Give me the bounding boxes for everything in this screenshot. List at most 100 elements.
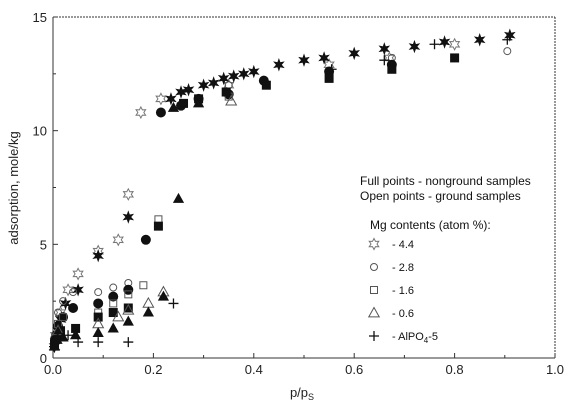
circle-point-filled [108, 291, 119, 302]
square-point-filled [153, 221, 163, 231]
plus-point-open [53, 332, 64, 343]
circle-point-filled [155, 107, 166, 118]
plus-point-open [50, 334, 61, 345]
y-axis-title: adsorption, mole/kg [6, 131, 21, 244]
circle-point-open [69, 288, 78, 297]
star-point-filled [92, 248, 104, 263]
legend-title: Mg contents (atom %): [370, 218, 491, 232]
square-point-filled [450, 53, 460, 63]
legend-square-marker [370, 286, 378, 294]
legend-circle-marker [370, 263, 378, 271]
star-point-filled [217, 71, 230, 86]
circle-point-open [503, 47, 512, 56]
star-point-filled [273, 58, 285, 72]
legend-label-text: - 4.4 [392, 239, 414, 251]
star-point-open [155, 92, 167, 106]
triangle-point-filled [107, 322, 119, 333]
square-point-filled [179, 98, 189, 108]
legend-label: - 4.4 [392, 239, 414, 251]
legend-label-text: - 1.6 [392, 285, 414, 297]
y-tick-label: 15 [33, 10, 47, 25]
circle-point-open [94, 288, 103, 297]
legend-label: - 2.8 [392, 262, 414, 274]
star-point-open [62, 283, 74, 297]
star-point-filled [473, 33, 486, 47]
x-axis-title: p/pS [290, 385, 314, 402]
star-point-open [448, 37, 461, 51]
square-point-open [124, 290, 133, 299]
plus-point-open [123, 337, 134, 348]
legend-label: - 1.6 [392, 285, 414, 297]
legend-label-suffix: -5 [428, 331, 438, 343]
x-axis-title-subscript: S [308, 392, 314, 402]
circle-point-filled [93, 298, 104, 309]
star-point-filled [378, 42, 391, 56]
legend-label: - 0.6 [392, 308, 414, 320]
plus-point-open [73, 337, 84, 348]
axis-ticks: 0.0 0.2 0.4 0.6 0.8 1.0 0 5 10 15 [33, 10, 565, 377]
triangle-point-open [225, 94, 238, 106]
circle-point-open [59, 297, 68, 306]
legend-label-text: - 2.8 [392, 262, 414, 274]
plus-point-open [168, 298, 179, 309]
plus-point-open [502, 34, 513, 45]
star-point-filled [504, 28, 516, 42]
y-tick-label: 10 [33, 124, 47, 139]
x-axis-title-main: p/p [290, 385, 308, 400]
star-point-filled [182, 83, 195, 97]
star-point-open [122, 187, 135, 201]
star-point-filled [318, 51, 330, 65]
legend-label-text: - 0.6 [392, 308, 414, 320]
star-point-filled [197, 78, 210, 92]
star-point-filled [438, 35, 451, 49]
legend-label-subscript: 4 [424, 336, 429, 345]
star-point-filled [165, 92, 177, 106]
circle-point-filled [123, 284, 134, 295]
circle-point-open [109, 283, 118, 292]
x-tick-label: 0.0 [44, 362, 62, 377]
x-tick-label: 0.8 [446, 362, 464, 377]
triangle-point-open [112, 310, 125, 322]
y-axis-title-text: adsorption, mole/kg [6, 131, 21, 244]
plus-point-open [379, 55, 390, 66]
plus-point-open [429, 39, 440, 50]
square-point-open [109, 299, 118, 308]
star-point-filled [207, 76, 220, 90]
triangle-point-filled [142, 306, 154, 317]
legend-label: - AlPO4-5 [392, 331, 438, 345]
note-full-points: Full points - nonground samples [360, 174, 531, 188]
x-tick-label: 0.4 [245, 362, 263, 377]
triangle-point-filled [122, 315, 134, 326]
legend: - 4.4 - 2.8 - 1.6 - 0.6 - AlPO4-5 [367, 237, 438, 345]
square-point-filled [221, 87, 231, 97]
square-point-filled [324, 73, 334, 83]
triangle-point-filled [192, 97, 205, 108]
star-point-open [112, 233, 124, 247]
star-point-open [72, 267, 84, 281]
square-point-filled [387, 64, 397, 74]
triangle-point-filled [157, 290, 170, 301]
circle-point-filled [140, 234, 151, 245]
triangle-point-filled [57, 331, 69, 342]
star-point-filled [227, 69, 240, 83]
triangle-point-filled [172, 192, 185, 203]
square-point-open [139, 281, 148, 290]
square-point-open [59, 313, 68, 322]
star-point-filled [72, 283, 84, 297]
x-tick-label: 0.2 [144, 362, 162, 377]
note-open-points: Open points - ground samples [360, 189, 521, 203]
triangle-point-filled [69, 329, 82, 340]
circle-point-filled [58, 312, 69, 323]
triangle-point-filled [167, 101, 180, 112]
star-point-filled [408, 39, 421, 54]
plus-point-open [326, 64, 337, 75]
y-tick-label: 5 [40, 237, 47, 252]
star-point-open [135, 105, 147, 120]
legend-triangle-marker [367, 306, 381, 318]
star-point-filled [237, 67, 250, 81]
data-points [48, 28, 516, 354]
plus-point-open [63, 330, 74, 341]
plus-point-open [49, 341, 60, 352]
triangle-point-open [122, 303, 135, 315]
